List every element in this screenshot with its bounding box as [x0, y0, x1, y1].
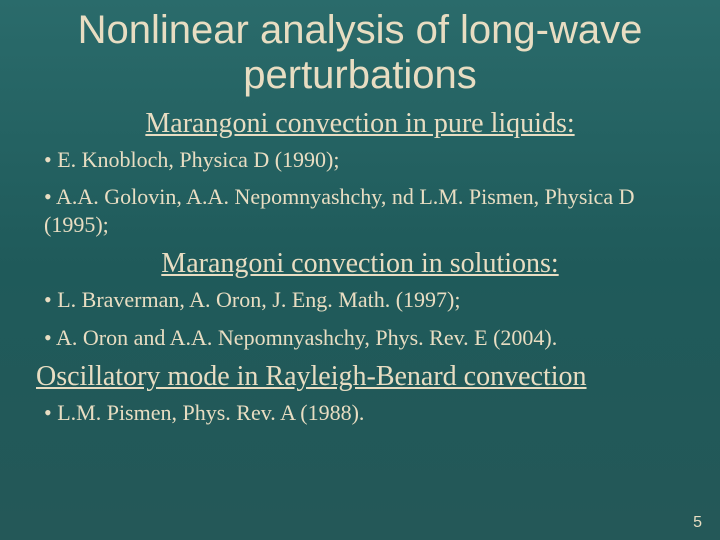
- section-heading-oscillatory: Oscillatory mode in Rayleigh-Benard conv…: [36, 361, 696, 393]
- slide-title: Nonlinear analysis of long-wave perturba…: [24, 8, 696, 98]
- section-heading-solutions: Marangoni convection in solutions:: [24, 248, 696, 280]
- bullet-item: • A. Oron and A.A. Nepomnyashchy, Phys. …: [44, 324, 696, 352]
- bullet-item: • E. Knobloch, Physica D (1990);: [44, 146, 696, 174]
- bullet-item: • L. Braverman, A. Oron, J. Eng. Math. (…: [44, 286, 696, 314]
- bullet-item: • L.M. Pismen, Phys. Rev. A (1988).: [44, 399, 696, 427]
- slide: Nonlinear analysis of long-wave perturba…: [0, 0, 720, 540]
- bullet-item: • A.A. Golovin, A.A. Nepomnyashchy, nd L…: [44, 183, 696, 238]
- section-heading-pure-liquids: Marangoni convection in pure liquids:: [24, 108, 696, 140]
- page-number: 5: [693, 514, 702, 532]
